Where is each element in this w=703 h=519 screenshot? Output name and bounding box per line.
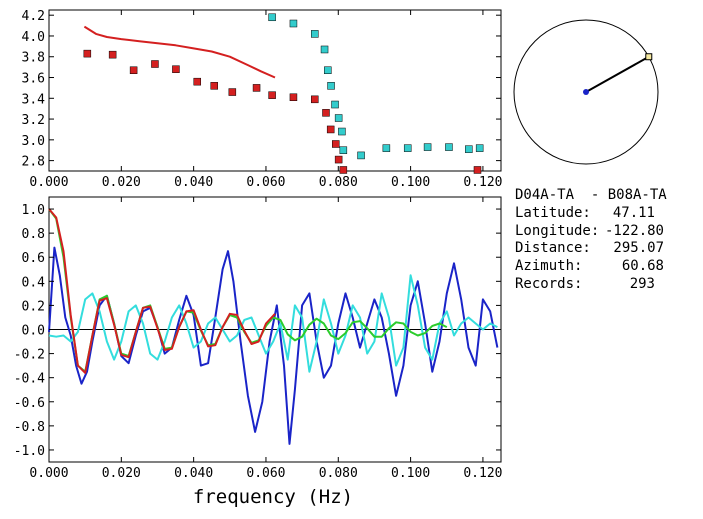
y-tick-label: 0.4: [22, 275, 46, 290]
data-point: [423, 143, 432, 151]
data-point: [108, 50, 117, 59]
correlation-series: [48, 208, 499, 445]
y-tick-label: -0.8: [14, 420, 45, 435]
latitude-value: 47.11: [613, 205, 655, 221]
x-tick-label: 0.020: [102, 175, 141, 190]
dispersion-y-axis: 2.8 3.0 3.2 3.4 3.6 3.8 4.0 4.2: [22, 9, 501, 170]
dispersion-x-axis: 0.000 0.020 0.040 0.060 0.080 0.100 0.120: [29, 10, 502, 190]
data-point: [473, 166, 482, 174]
x-tick-label: 0.020: [102, 466, 141, 481]
azimuth-compass: [513, 19, 659, 165]
series-line: [83, 25, 276, 79]
x-tick-label: 0.080: [319, 466, 358, 481]
dispersion-series: [83, 13, 484, 174]
data-point: [326, 125, 335, 134]
data-point: [403, 144, 412, 152]
data-point: [322, 109, 330, 117]
data-point: [334, 155, 343, 164]
x-tick-label: 0.120: [463, 175, 502, 190]
y-tick-label: 3.0: [22, 134, 45, 149]
y-tick-label: -0.6: [14, 396, 45, 411]
correlation-plot: -1.0 -0.8 -0.6 -0.4 -0.2 0.0 0.2 0.4 0.6 0.8 1.0 0…: [14, 196, 502, 508]
series-line: [48, 208, 276, 374]
data-point: [289, 19, 298, 28]
dispersion-plot-frame: [48, 9, 502, 172]
x-tick-label: 0.000: [29, 175, 68, 190]
y-tick-label: 2.8: [22, 155, 45, 170]
azimuth-endpoint: [645, 53, 653, 61]
data-point: [228, 88, 237, 96]
azimuth-label: Azimuth:: [515, 258, 582, 274]
data-point: [331, 140, 340, 148]
y-tick-label: 1.0: [22, 203, 45, 218]
records-label: Records:: [515, 276, 582, 292]
y-tick-label: 3.6: [22, 72, 45, 87]
azimuth-value: 60.68: [622, 258, 664, 274]
y-tick-label: -1.0: [14, 444, 45, 459]
station-dot: [583, 89, 589, 95]
x-tick-label: 0.040: [174, 175, 213, 190]
longitude-value: -122.80: [605, 223, 664, 239]
x-tick-label: 0.060: [246, 466, 285, 481]
data-point: [338, 127, 346, 136]
data-point: [357, 151, 365, 160]
y-tick-label: 0.2: [22, 299, 45, 314]
data-point: [210, 82, 219, 90]
x-tick-label: 0.120: [463, 466, 502, 481]
distance-label: Distance:: [515, 240, 591, 256]
station-pair: D04A-TA - B08A-TA: [515, 187, 667, 203]
data-point: [129, 66, 138, 74]
data-point: [268, 91, 276, 99]
data-point: [83, 49, 92, 58]
data-point: [193, 77, 202, 86]
correlation-y-axis: -1.0 -0.8 -0.6 -0.4 -0.2 0.0 0.2 0.4 0.6 0.8 1.0: [14, 203, 501, 459]
data-point: [324, 66, 332, 74]
data-point: [445, 143, 453, 151]
data-point: [172, 65, 180, 73]
y-tick-label: 0.6: [22, 251, 45, 266]
data-point: [475, 144, 484, 152]
records-value: 293: [630, 276, 655, 292]
data-point: [311, 95, 319, 104]
data-point: [465, 145, 473, 153]
series-line: [48, 246, 499, 445]
correlation-x-axis: 0.000 0.020 0.040 0.060 0.080 0.100 0.120: [29, 197, 502, 481]
compass-circle: [513, 19, 659, 165]
data-point: [320, 45, 329, 54]
y-tick-label: 4.2: [22, 9, 45, 24]
y-tick-label: 3.8: [22, 51, 45, 66]
distance-value: 295.07: [613, 240, 664, 256]
y-tick-label: -0.2: [14, 348, 45, 363]
x-tick-label: 0.100: [391, 466, 430, 481]
longitude-label: Longitude:: [515, 223, 599, 239]
x-tick-label: 0.040: [174, 466, 213, 481]
data-point: [339, 166, 348, 174]
data-point: [331, 100, 339, 109]
y-tick-label: 3.4: [22, 92, 46, 107]
data-point: [252, 84, 261, 92]
data-point: [327, 82, 335, 90]
data-point: [289, 93, 298, 102]
y-tick-label: 0.8: [22, 227, 45, 242]
data-point: [382, 144, 391, 152]
dispersion-plot: 2.8 3.0 3.2 3.4 3.6 3.8 4.0 4.2 0.000 0.020 0.040…: [22, 9, 503, 190]
x-tick-label: 0.060: [246, 175, 285, 190]
y-tick-label: 3.2: [22, 113, 45, 128]
azimuth-line: [585, 55, 650, 93]
x-tick-label: 0.080: [319, 175, 358, 190]
latitude-label: Latitude:: [515, 205, 591, 221]
data-point: [339, 146, 348, 154]
station-info: D04A-TA - B08A-TA Latitude: 47.11 Longit…: [515, 187, 667, 292]
x-axis-label: frequency (Hz): [193, 486, 353, 508]
x-tick-label: 0.100: [391, 175, 430, 190]
data-point: [334, 114, 343, 122]
y-tick-label: 0.0: [22, 324, 45, 339]
y-tick-label: 4.0: [22, 30, 45, 45]
data-point: [268, 13, 276, 22]
x-tick-label: 0.000: [29, 466, 68, 481]
data-point: [311, 30, 319, 38]
y-tick-label: -0.4: [14, 372, 45, 387]
data-point: [151, 60, 159, 68]
